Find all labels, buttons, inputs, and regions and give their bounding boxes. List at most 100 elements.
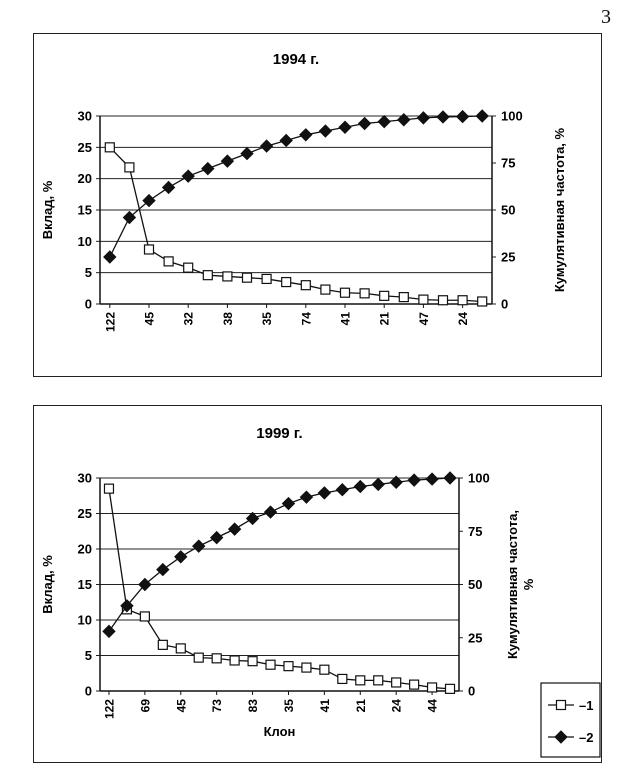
- series-2-point: [279, 133, 293, 148]
- series-1-point: [222, 271, 233, 282]
- series-1-point: [359, 288, 370, 299]
- x-axis-tick-label: 32: [182, 312, 196, 326]
- left-axis-tick-label: 20: [78, 542, 92, 557]
- series-2-point: [138, 577, 152, 592]
- series-1-point: [265, 659, 276, 670]
- series-2-point: [436, 110, 450, 124]
- series-1-point: [418, 294, 429, 305]
- series-2-point: [245, 511, 260, 526]
- left-axis-tick-label: 30: [78, 471, 92, 486]
- right-axis-tick-label: 50: [468, 577, 482, 592]
- series-1-point: [261, 273, 272, 285]
- series-1-point: [477, 296, 488, 307]
- chart-title: 1994 г.: [273, 51, 319, 68]
- series-1-point: [211, 653, 222, 664]
- right-axis-tick-label: 0: [468, 684, 475, 699]
- series-2-point: [335, 483, 350, 497]
- series-1-point: [202, 270, 213, 281]
- series-1-point: [193, 652, 204, 663]
- series-2-point: [174, 550, 188, 564]
- series-2-point: [102, 624, 116, 639]
- series-2-point: [407, 473, 421, 487]
- right-axis-tick-label: 50: [501, 203, 515, 218]
- series-1-point: [373, 675, 384, 686]
- series-2-point: [371, 477, 385, 492]
- series-2-point: [443, 471, 457, 485]
- left-axis-tick-label: 5: [85, 265, 92, 280]
- series-2-point: [192, 539, 206, 553]
- series-1-point: [426, 682, 438, 693]
- series-2-point: [103, 250, 117, 264]
- right-axis-tick-label: 75: [501, 156, 515, 171]
- series-1-point: [339, 287, 351, 298]
- series-2-point: [416, 111, 431, 125]
- series-1-point: [319, 664, 330, 675]
- series-1-point: [104, 142, 115, 153]
- series-2-point: [220, 154, 235, 168]
- legend-swatch-marker: [555, 699, 567, 711]
- right-axis-title: %: [521, 578, 536, 590]
- left-axis-tick-label: 0: [85, 297, 92, 312]
- series-1-point: [139, 611, 150, 622]
- series-2-point: [455, 109, 470, 124]
- x-axis-tick-label: 44: [426, 699, 440, 713]
- x-axis-tick-label: 122: [103, 312, 117, 332]
- series-2-point: [299, 490, 314, 504]
- right-axis-tick-label: 25: [468, 630, 482, 645]
- left-axis-tick-label: 25: [78, 140, 92, 155]
- series-1-point: [444, 683, 456, 694]
- series-1-point: [143, 244, 155, 255]
- left-axis-tick-label: 10: [78, 234, 92, 249]
- series-1-point: [379, 290, 390, 301]
- series-1-point: [163, 256, 174, 267]
- right-axis-tick-label: 100: [501, 109, 523, 124]
- series-2-point: [299, 128, 313, 142]
- series-1-point: [300, 280, 311, 291]
- series-2-point: [240, 146, 254, 161]
- series-2-point: [259, 139, 274, 153]
- series-1-point: [175, 643, 186, 654]
- series-1-point: [391, 677, 402, 688]
- series-1-point: [241, 272, 253, 283]
- series-2-point: [377, 114, 391, 129]
- x-axis-tick-label: 35: [282, 699, 296, 713]
- left-axis-tick-label: 20: [78, 171, 92, 186]
- chart-1994-svg: 1994 г. 0 5 10 15 20 25 30 0 25 50 75 100 122 45 32 38 35…: [40, 51, 567, 332]
- series-1-point: [301, 662, 312, 673]
- left-axis-title: Вклад, %: [40, 180, 55, 239]
- right-axis-tick-label: 75: [468, 524, 482, 539]
- page-number: 3: [601, 6, 611, 28]
- series-2-point: [353, 479, 367, 494]
- series-2-line: [108, 477, 451, 632]
- series-2-point: [161, 180, 176, 195]
- series-1-point: [457, 295, 468, 306]
- series-2-point: [475, 109, 489, 123]
- series-1-point: [247, 656, 258, 667]
- x-axis-tick-label: 21: [354, 699, 368, 713]
- left-axis-tick-label: 30: [78, 109, 92, 124]
- series-1-point: [229, 655, 240, 666]
- chart-panel-1999: 1999 г. 0 5 10 15 20 25 30 0 25 50 75 100 122 69 45 73 83…: [33, 405, 602, 763]
- series-2-point: [142, 193, 156, 208]
- series-2-point: [318, 124, 333, 138]
- series-1-point: [281, 276, 292, 288]
- x-axis-title: Клон: [264, 724, 296, 739]
- right-axis-title: Кумулятивная частота, %: [552, 127, 567, 292]
- series-2-point: [120, 599, 134, 613]
- series-1-line: [108, 488, 451, 690]
- left-axis-tick-label: 15: [78, 203, 92, 218]
- chart-1999-svg: 1999 г. 0 5 10 15 20 25 30 0 25 50 75 100 122 69 45 73 83…: [40, 425, 601, 758]
- x-axis-tick-label: 41: [318, 699, 332, 713]
- x-axis-tick-label: 35: [260, 312, 274, 326]
- legend-entry-label: –2: [579, 730, 593, 745]
- x-axis-tick-label: 122: [102, 699, 116, 719]
- series-1-point: [157, 639, 168, 650]
- left-axis-title: Вклад, %: [40, 555, 55, 614]
- x-axis-tick-label: 38: [221, 312, 235, 326]
- series-2-point: [338, 120, 352, 134]
- x-axis-tick-label: 24: [456, 312, 470, 326]
- series-2-point: [122, 210, 137, 225]
- series-1-point: [398, 292, 409, 303]
- series-2-point: [181, 169, 195, 183]
- right-axis-tick-label: 100: [468, 471, 490, 486]
